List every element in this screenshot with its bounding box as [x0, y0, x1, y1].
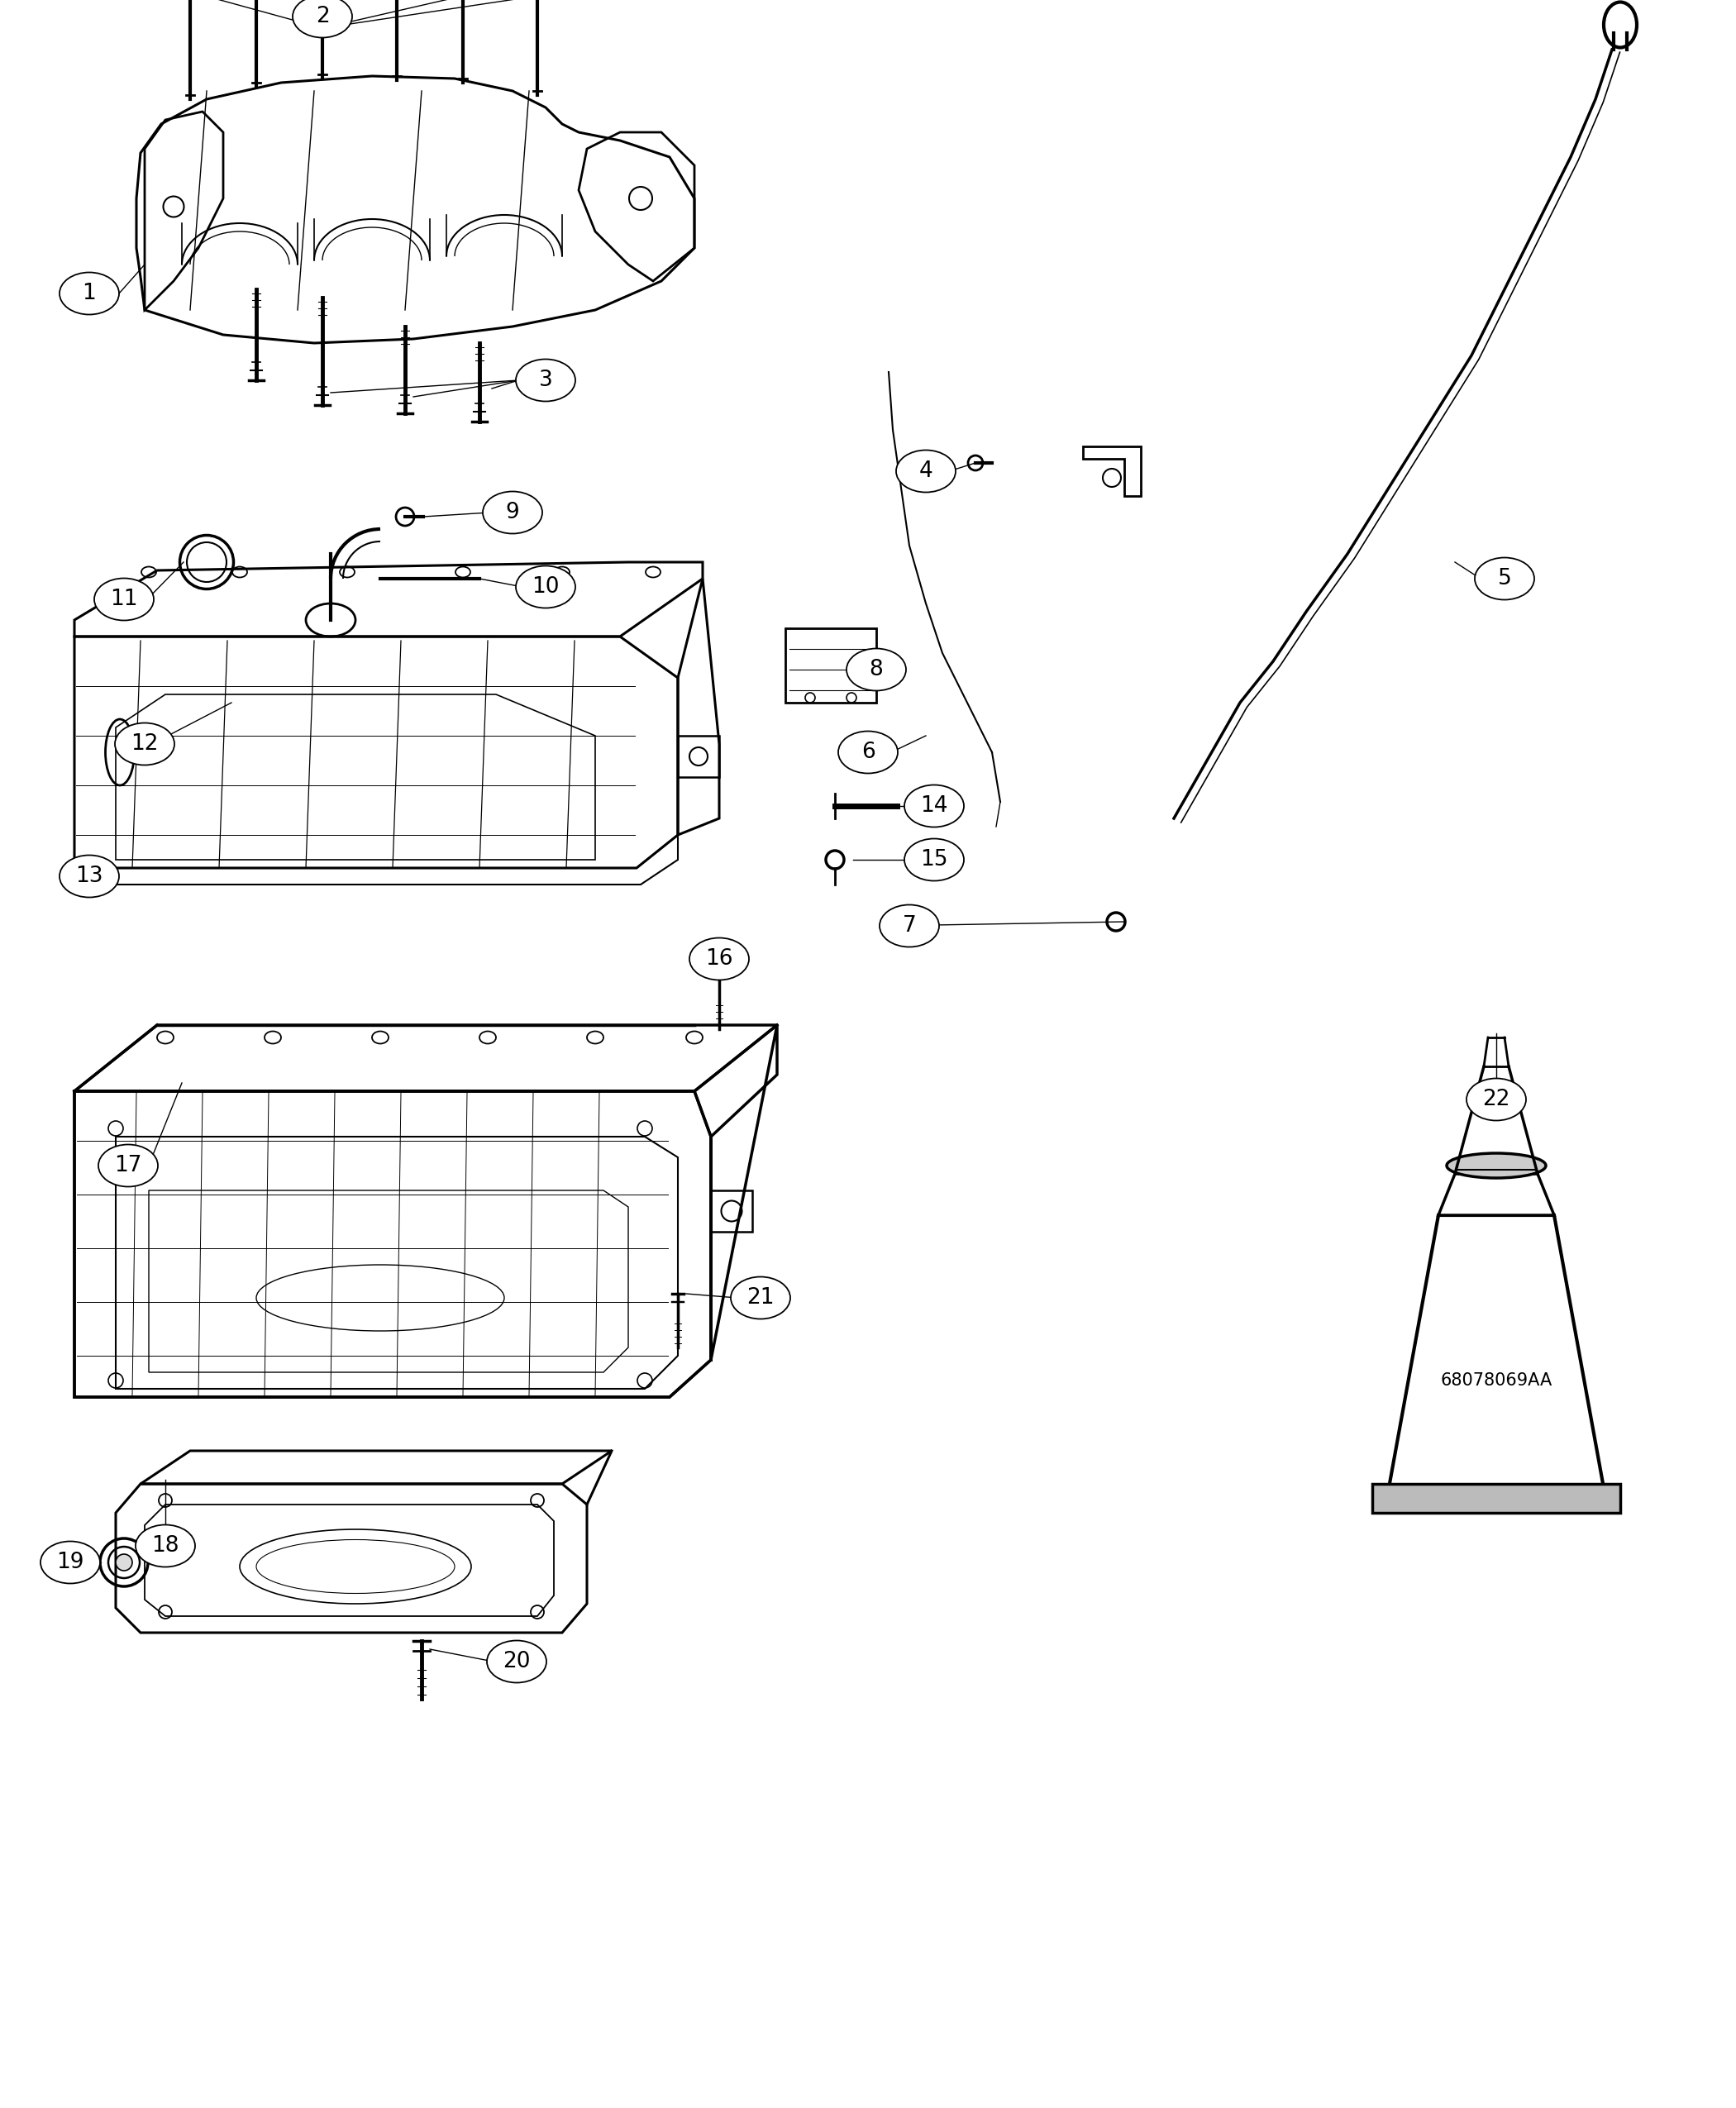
Polygon shape	[1439, 1174, 1554, 1214]
Text: 11: 11	[109, 588, 137, 609]
Ellipse shape	[904, 784, 963, 826]
Text: 19: 19	[56, 1551, 83, 1573]
Ellipse shape	[689, 938, 748, 980]
Text: 7: 7	[903, 915, 917, 936]
Text: 21: 21	[746, 1288, 774, 1309]
Ellipse shape	[896, 451, 955, 493]
Ellipse shape	[293, 0, 352, 38]
Ellipse shape	[135, 1524, 194, 1566]
Text: 6: 6	[861, 742, 875, 763]
Ellipse shape	[1446, 1153, 1545, 1178]
Text: 22: 22	[1483, 1088, 1510, 1111]
Ellipse shape	[99, 1145, 158, 1187]
Polygon shape	[1371, 1484, 1620, 1514]
Ellipse shape	[486, 1640, 547, 1682]
Ellipse shape	[838, 731, 898, 774]
Ellipse shape	[847, 649, 906, 691]
Text: 18: 18	[151, 1535, 179, 1556]
Ellipse shape	[731, 1277, 790, 1320]
Ellipse shape	[516, 358, 575, 401]
Polygon shape	[1389, 1214, 1604, 1488]
Text: 4: 4	[918, 460, 932, 483]
Ellipse shape	[116, 1554, 132, 1570]
Text: 12: 12	[130, 734, 158, 755]
Text: 5: 5	[1498, 567, 1512, 590]
Ellipse shape	[1476, 559, 1535, 601]
Ellipse shape	[904, 839, 963, 881]
Text: 68078069AA: 68078069AA	[1441, 1372, 1552, 1389]
Text: 1: 1	[82, 282, 95, 304]
Ellipse shape	[94, 578, 155, 620]
Text: 16: 16	[705, 949, 733, 970]
Ellipse shape	[516, 565, 575, 607]
Text: 9: 9	[505, 502, 519, 523]
Ellipse shape	[115, 723, 174, 765]
Ellipse shape	[40, 1541, 101, 1583]
Text: 2: 2	[316, 6, 330, 27]
Text: 14: 14	[920, 795, 948, 816]
Text: 10: 10	[531, 575, 559, 599]
Text: 8: 8	[870, 660, 884, 681]
Text: 3: 3	[538, 369, 552, 390]
Text: 15: 15	[920, 850, 948, 871]
Ellipse shape	[1467, 1079, 1526, 1121]
Text: 13: 13	[75, 866, 102, 887]
Text: 17: 17	[115, 1155, 142, 1176]
Text: 20: 20	[503, 1651, 531, 1672]
Ellipse shape	[483, 491, 542, 533]
Ellipse shape	[880, 904, 939, 946]
Ellipse shape	[59, 856, 120, 898]
Ellipse shape	[59, 272, 120, 314]
